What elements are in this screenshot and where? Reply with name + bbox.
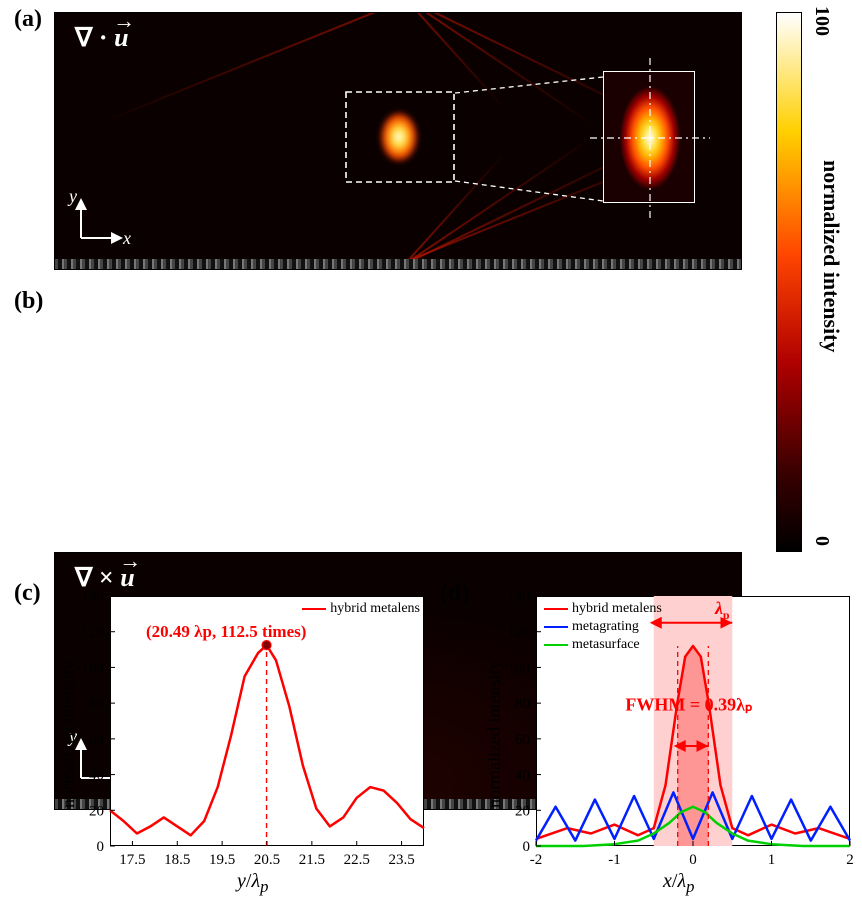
legend-text-metasurface: metasurface: [572, 637, 640, 652]
focus-box: [345, 91, 455, 183]
svg-text:20: 20: [89, 803, 104, 819]
svg-text:-2: -2: [530, 852, 543, 868]
panel-a-label: (a): [14, 6, 42, 33]
svg-text:80: 80: [89, 696, 104, 712]
svg-text:140: 140: [508, 589, 531, 605]
svg-text:22.5: 22.5: [344, 852, 370, 868]
svg-text:80: 80: [515, 696, 530, 712]
axis-x-label: x: [122, 228, 131, 248]
svg-text:0: 0: [523, 839, 531, 855]
svg-text:40: 40: [515, 768, 530, 784]
svg-text:140: 140: [82, 589, 105, 605]
svg-text:100: 100: [508, 660, 531, 676]
svg-text:2: 2: [846, 852, 854, 868]
panel-a-formula: ∇ · u→: [75, 23, 129, 53]
svg-text:FWHM = 0.39λₚ: FWHM = 0.39λₚ: [625, 694, 752, 714]
legend-swatch-red-d: [544, 608, 568, 610]
svg-text:0: 0: [97, 839, 105, 855]
svg-text:1: 1: [768, 852, 776, 868]
chart-c-peak-annot: (20.49 λp, 112.5 times): [146, 622, 306, 642]
panel-a-inset: [603, 71, 695, 203]
svg-text:120: 120: [508, 625, 531, 641]
chart-c: 17.5 18.5 19.5 20.5 21.5 22.5 23.5 0 20 40 60 80 100…: [52, 588, 432, 898]
chart-d-xlabel: x/λp: [663, 870, 694, 897]
svg-text:40: 40: [89, 768, 104, 784]
legend-text-hybrid-c: hybrid metalens: [330, 601, 420, 616]
svg-text:20: 20: [515, 803, 530, 819]
svg-text:λ: λ: [714, 598, 723, 618]
svg-text:17.5: 17.5: [119, 852, 145, 868]
panel-c-label: (c): [14, 580, 41, 607]
svg-text:p: p: [723, 608, 730, 622]
legend-swatch-red: [302, 608, 326, 610]
chart-c-xlabel: y/λp: [237, 870, 268, 897]
svg-text:23.5: 23.5: [388, 852, 414, 868]
svg-text:20.5: 20.5: [254, 852, 280, 868]
colorbar: [776, 12, 802, 552]
chart-d-legend: hybrid metalens metagrating metasurface: [544, 600, 662, 654]
svg-text:-1: -1: [608, 852, 621, 868]
svg-text:100: 100: [82, 660, 105, 676]
inset-crosshair: [590, 58, 710, 218]
svg-text:19.5: 19.5: [209, 852, 235, 868]
svg-text:120: 120: [82, 625, 105, 641]
svg-text:0: 0: [689, 852, 697, 868]
chart-d-ylabel: normalized intensity: [484, 661, 505, 808]
legend-swatch-blue-d: [544, 626, 568, 628]
panel-d-label: (d): [440, 580, 469, 607]
chart-c-legend: hybrid metalens: [302, 600, 420, 618]
svg-text:60: 60: [515, 732, 530, 748]
svg-text:21.5: 21.5: [299, 852, 325, 868]
chart-c-ylabel: normalized intensity: [58, 661, 79, 808]
colorbar-tick-bottom: 0: [810, 536, 833, 546]
panel-a-heatmap: ∇ · u→ x y: [54, 12, 742, 270]
colorbar-label: normalized intensity: [818, 160, 844, 353]
svg-text:18.5: 18.5: [164, 852, 190, 868]
metasurface-strip: [55, 259, 741, 269]
legend-text-hybrid-d: hybrid metalens: [572, 601, 662, 616]
svg-text:60: 60: [89, 732, 104, 748]
chart-d: -2-1012020406080100120140 λpFWHM = 0.39λ…: [478, 588, 858, 898]
legend-swatch-green-d: [544, 644, 568, 646]
axis-y-label: y: [67, 186, 77, 206]
axis-arrows-a: x y: [73, 192, 133, 257]
colorbar-tick-top: 100: [810, 6, 833, 36]
panel-b-label: (b): [14, 288, 43, 315]
legend-text-metagrating: metagrating: [572, 619, 639, 634]
